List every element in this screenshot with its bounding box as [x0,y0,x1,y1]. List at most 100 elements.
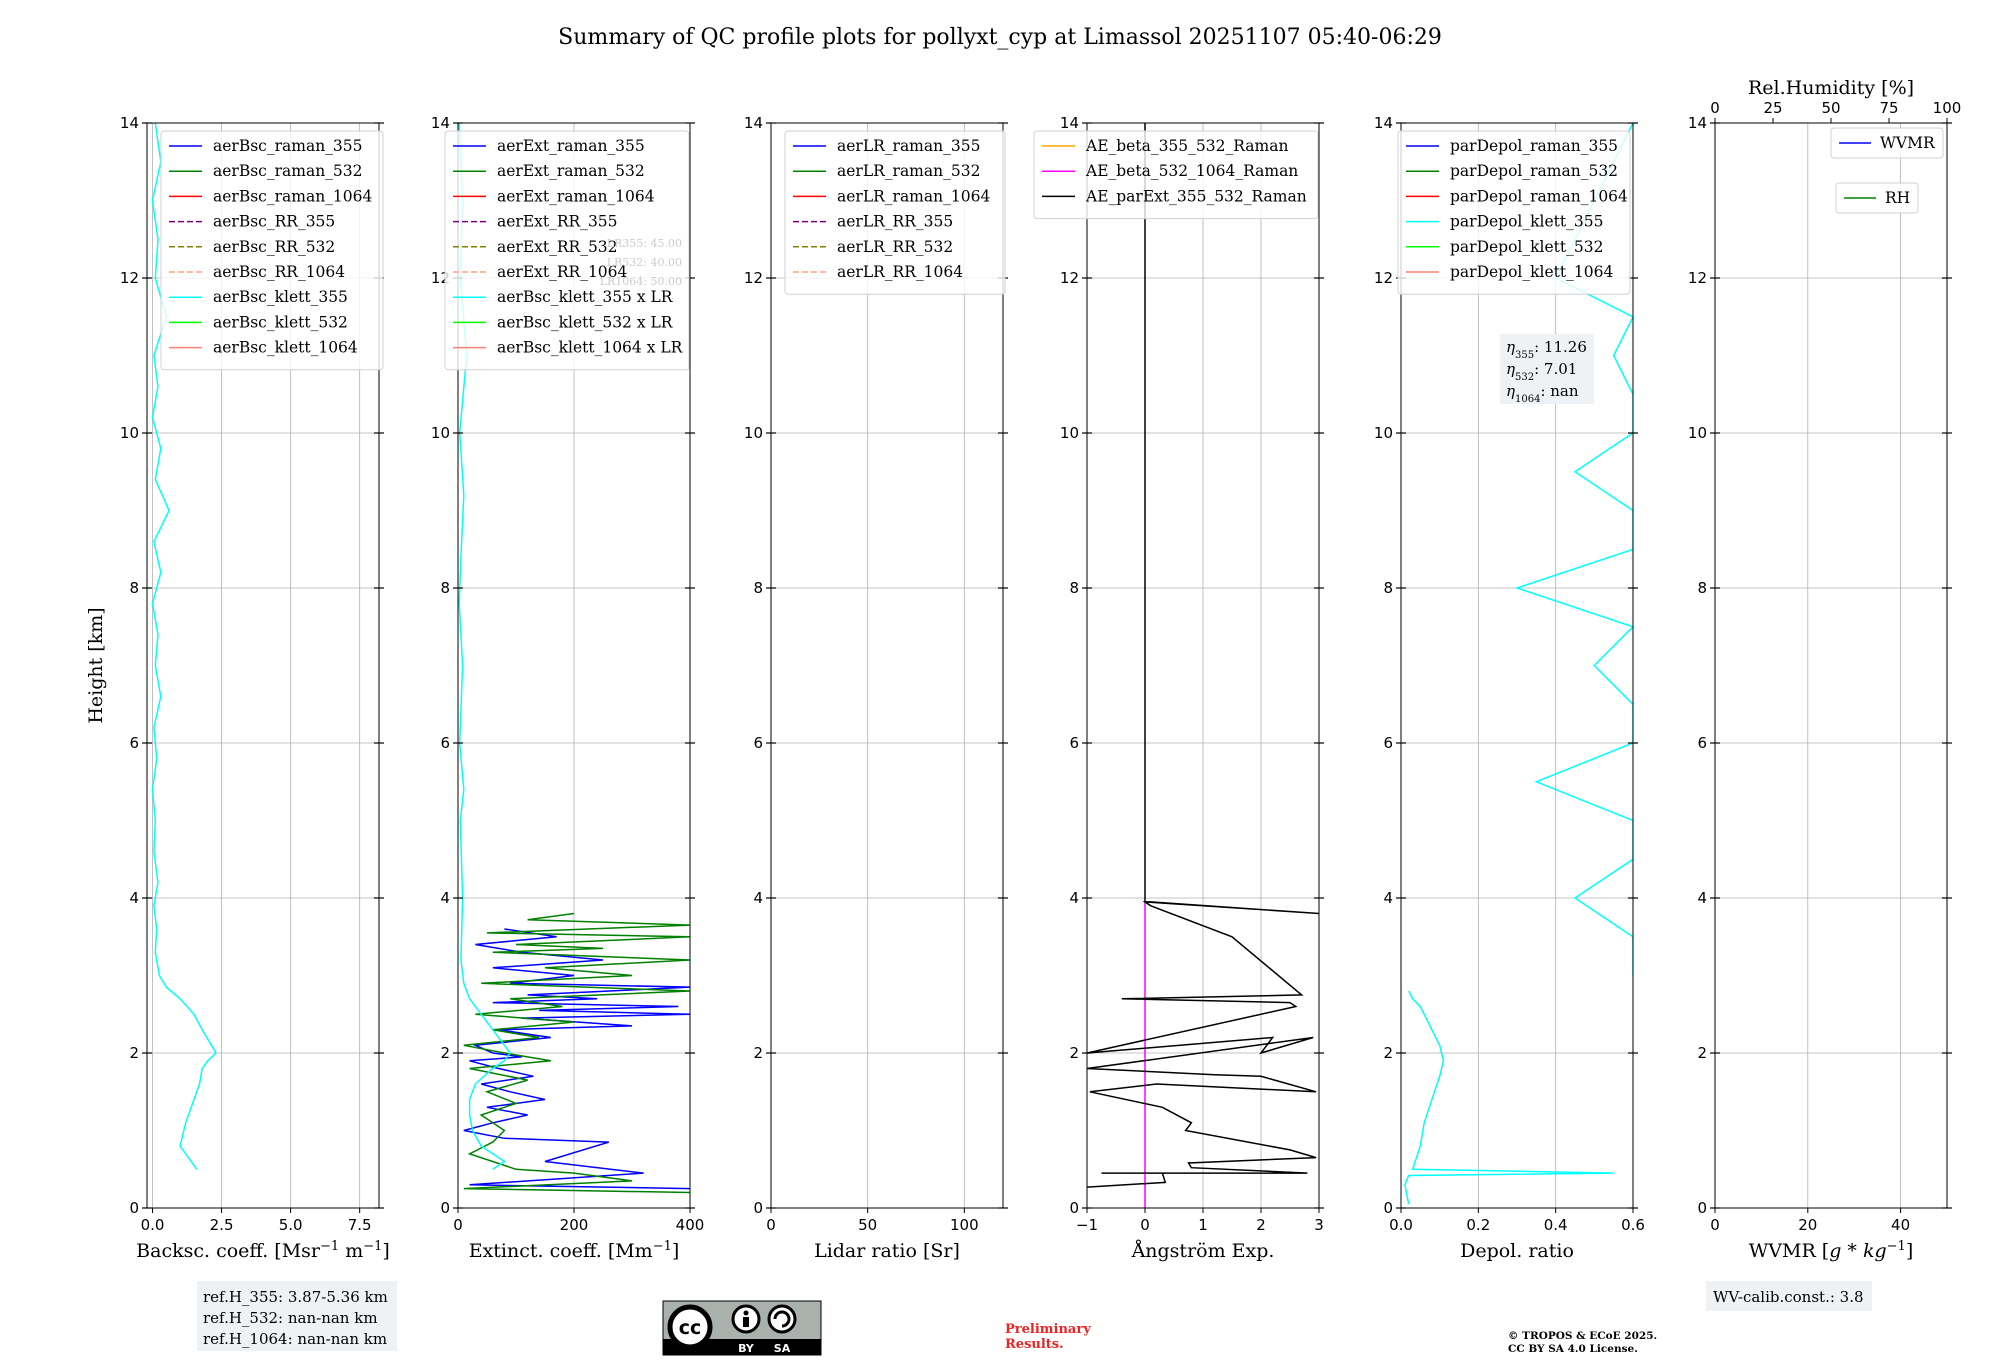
top-tick-label: 100 [1933,99,1962,117]
y-tick-label: 10 [744,424,763,442]
series-line-parDepol_klett_355 [1404,990,1614,1205]
y-tick-label: 12 [1060,269,1079,287]
lidar-ratio-note: LR355: 45.00 [607,237,682,250]
x-tick-label: 5.0 [279,1216,303,1234]
license-by-text: BY [738,1342,755,1355]
y-tick-label: 4 [1069,889,1079,907]
x-tick-label: 50 [858,1216,877,1234]
legend-label: parDepol_raman_1064 [1450,187,1628,205]
series-group [151,123,217,1170]
legend-label: aerLR_raman_355 [837,137,980,155]
legend-label: aerBsc_klett_1064 x LR [497,339,684,357]
legend-label: aerBsc_raman_532 [213,162,363,180]
lidar-ratio-note: LR1064: 50.00 [600,275,682,288]
legend-label: aerBsc_RR_532 [213,238,335,256]
eta-value: : nan [1540,382,1578,400]
x-tick-label: 0.0 [141,1216,165,1234]
series-line-aerBsc_klett_355 [151,123,217,1170]
legend-label: aerExt_RR_1064 [497,263,628,281]
series-line-AE_parExt_355_532_Raman [1087,123,1319,1188]
figure-title: Summary of QC profile plots for pollyxt_… [558,25,1442,50]
chart-panel-6: 0 20 40 0 2 4 6 8 10 12 14 WVMR [g * kg−1] 0 25 50 75 10… [1688,77,1961,1311]
legend-label: aerBsc_raman_1064 [213,187,373,205]
x-tick-label: 7.5 [348,1216,372,1234]
label-part: ] [672,1240,679,1262]
y-tick-label: 12 [1374,269,1393,287]
chart-panel-1: 0.0 2.5 5.0 7.5 0 2 4 6 8 10 12 14 Backsc. coeff. [M… [85,114,397,1351]
y-tick-label: 6 [1383,734,1393,752]
legend-frame [1397,130,1631,295]
eta-symbol: η [1506,360,1515,378]
legend-frame [784,130,1006,295]
y-tick-label: 10 [1374,424,1393,442]
legend-label: aerBsc_klett_1064 [213,339,358,357]
y-tick-label: 2 [1697,1044,1707,1062]
legend-label: aerBsc_klett_355 [213,288,348,306]
label-superscript: −1 [653,1239,672,1254]
legend-label: parDepol_klett_355 [1450,213,1603,231]
legend-label: parDepol_raman_532 [1450,162,1618,180]
eta-line: η355: 11.26 [1506,338,1587,361]
x-tick-label: 40 [1891,1216,1910,1234]
copyright-line2: CC BY SA 4.0 License. [1508,1343,1638,1355]
legend-label: aerBsc_klett_532 [213,313,348,331]
x-axis-label: WVMR [g * kg−1] [1749,1239,1913,1263]
y-tick-label: 14 [1688,114,1707,132]
legend-label: AE_parExt_355_532_Raman [1085,187,1307,205]
y-tick-label: 6 [1069,734,1079,752]
x-tick-label: 0 [1140,1216,1150,1234]
y-tick-label: 8 [1069,579,1079,597]
y-tick-label: 4 [1697,889,1707,907]
legend-label: aerLR_RR_355 [837,213,953,231]
legend-label: aerExt_raman_1064 [497,187,655,205]
legend-label: aerBsc_klett_355 x LR [497,288,674,306]
lidar-ratio-note: LR532: 40.00 [607,256,682,269]
y-tick-label: 14 [1374,114,1393,132]
x-tick-label: −1 [1076,1216,1098,1234]
chart-panel-5: 0.0 0.2 0.4 0.6 0 2 4 6 8 10 12 14 Depol. ratio parDe… [1374,114,1645,1262]
label-superscript: −1 [320,1239,339,1254]
eta-value: : 7.01 [1534,360,1577,378]
eta-line: η532: 7.01 [1506,360,1577,383]
top-tick-label: 50 [1821,99,1840,117]
axes-frame [770,122,1004,1209]
y-tick-label: 2 [753,1044,763,1062]
y-tick-label: 8 [129,579,139,597]
label-superscript: −1 [1887,1239,1906,1254]
legend-frame [1835,182,1919,214]
y-tick-label: 2 [440,1044,450,1062]
x-tick-label: 0.2 [1466,1216,1490,1234]
x-tick-label: 0.6 [1621,1216,1645,1234]
label-superscript: −1 [363,1239,382,1254]
y-tick-label: 10 [1688,424,1707,442]
legend-label: parDepol_klett_532 [1450,238,1603,256]
preliminary-note-line2: Results. [1005,1337,1064,1352]
legend: aerBsc_raman_355 aerBsc_raman_532 aerBsc_r… [160,130,384,371]
reference-height-line: ref.H_355: 3.87-5.36 km [203,1288,388,1306]
copyright-line1: © TROPOS & ECoE 2025. [1508,1330,1657,1342]
y-tick-label: 6 [440,734,450,752]
license-sa-icon [767,1304,797,1334]
label-part: Extinct. coeff. [Mm [469,1240,653,1262]
y-tick-label: 12 [120,269,139,287]
legend-label: aerBsc_RR_355 [213,213,335,231]
legend-label: parDepol_klett_1064 [1450,263,1613,281]
chart-panel-3: 0 50 100 0 2 4 6 8 10 12 14 Lidar ratio [Sr] aerLR_r… [744,114,1008,1262]
eta-subscript: 1064 [1515,394,1540,405]
license-sa-text: SA [774,1342,791,1355]
legend: aerExt_raman_355 aerExt_raman_532 aerExt_r… [444,130,690,371]
y-tick-label: 8 [1697,579,1707,597]
legend-label: parDepol_raman_355 [1450,137,1618,155]
reference-height-line: ref.H_1064: nan-nan km [203,1330,387,1348]
legend-label: aerBsc_RR_1064 [213,263,345,281]
x-tick-label: 0 [1710,1216,1720,1234]
y-tick-label: 14 [431,114,450,132]
legend-label: aerLR_raman_532 [837,162,980,180]
x-tick-label: 400 [676,1216,705,1234]
x-axis-label: Depol. ratio [1460,1240,1574,1262]
y-tick-label: 6 [753,734,763,752]
eta-symbol: η [1506,382,1515,400]
y-tick-label: 0 [1069,1199,1079,1217]
label-part: ] [1906,1240,1913,1262]
